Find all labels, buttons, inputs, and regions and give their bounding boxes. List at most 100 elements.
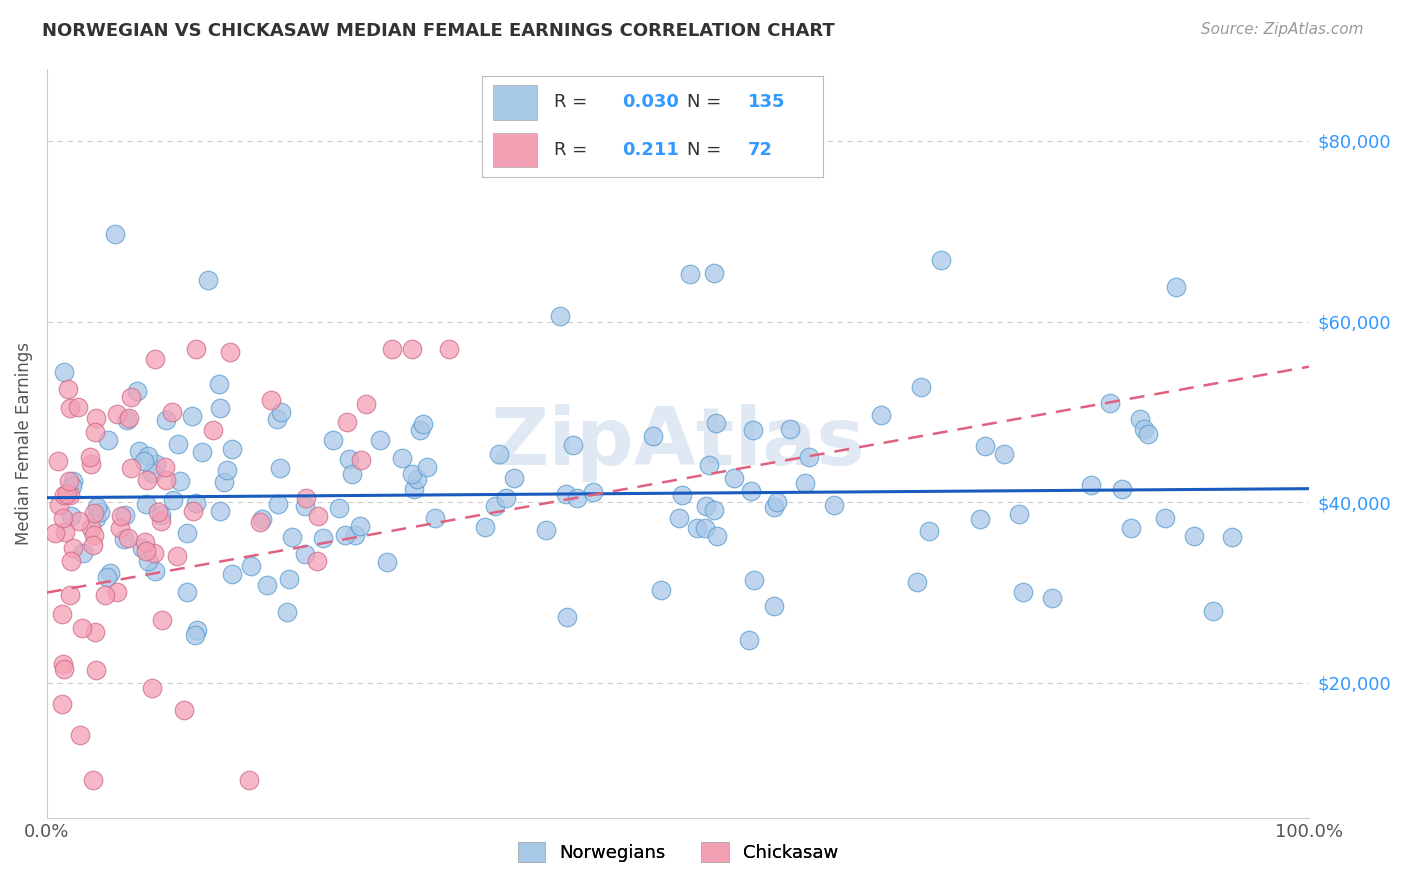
Point [135,474,157,488]
Point [131,541,153,555]
Point [650,583,672,598]
Point [695,499,717,513]
Point [173,703,195,717]
Point [401,342,423,356]
Point [381,342,404,356]
Point [1098,395,1121,409]
Point [917,524,939,538]
Point [349,518,371,533]
Point [46,454,69,468]
Point [375,555,398,569]
Point [269,461,291,475]
Point [250,512,273,526]
Point [425,511,447,525]
Point [125,384,148,399]
Point [437,342,460,356]
Point [209,504,232,518]
Point [60,508,83,523]
Point [328,501,350,516]
Point [67,515,90,529]
Point [416,460,439,475]
Point [401,467,423,482]
Point [108,521,131,535]
Point [166,436,188,450]
Point [699,458,721,472]
Point [1128,411,1150,425]
Point [82,537,104,551]
Point [83,425,105,439]
Point [136,554,159,568]
Point [160,405,183,419]
Point [311,531,333,545]
Point [336,416,359,430]
Point [703,502,725,516]
Point [143,351,166,366]
Point [186,624,208,638]
Point [197,273,219,287]
Point [974,439,997,453]
Point [162,492,184,507]
Point [94,588,117,602]
Point [155,413,177,427]
Point [79,457,101,471]
Point [212,475,235,490]
Point [343,528,366,542]
Point [145,457,167,471]
Point [208,377,231,392]
Point [256,577,278,591]
Point [169,474,191,488]
Point [281,530,304,544]
Point [120,460,142,475]
Point [97,433,120,447]
Point [221,567,243,582]
Point [370,433,392,447]
Point [53,488,76,502]
Point [555,609,578,624]
Point [100,566,122,581]
Point [176,525,198,540]
Point [59,588,82,602]
Point [671,488,693,502]
Point [869,408,891,422]
Point [149,514,172,528]
Point [136,449,159,463]
Point [219,344,242,359]
Point [294,547,316,561]
Point [52,364,75,378]
Point [201,423,224,437]
Point [1111,482,1133,496]
Point [679,268,702,282]
Point [52,657,75,672]
Point [503,470,526,484]
Point [70,621,93,635]
Point [146,504,169,518]
Point [582,485,605,500]
Point [307,553,329,567]
Point [112,532,135,546]
Point [79,450,101,464]
Point [53,662,76,676]
Point [104,227,127,241]
Point [48,498,70,512]
Point [59,401,82,415]
Point [176,585,198,599]
Point [135,544,157,558]
Point [766,495,789,509]
Point [484,499,506,513]
Point [703,266,725,280]
Point [322,433,344,447]
Point [905,574,928,589]
Point [686,521,709,535]
Point [135,497,157,511]
Point [488,447,510,461]
Text: ZipAtlas: ZipAtlas [491,404,865,483]
Point [1153,511,1175,525]
Point [62,541,84,555]
Point [969,512,991,526]
Point [823,499,845,513]
Point [181,409,204,423]
Point [337,451,360,466]
Point [72,546,94,560]
Point [153,460,176,475]
Point [117,531,139,545]
